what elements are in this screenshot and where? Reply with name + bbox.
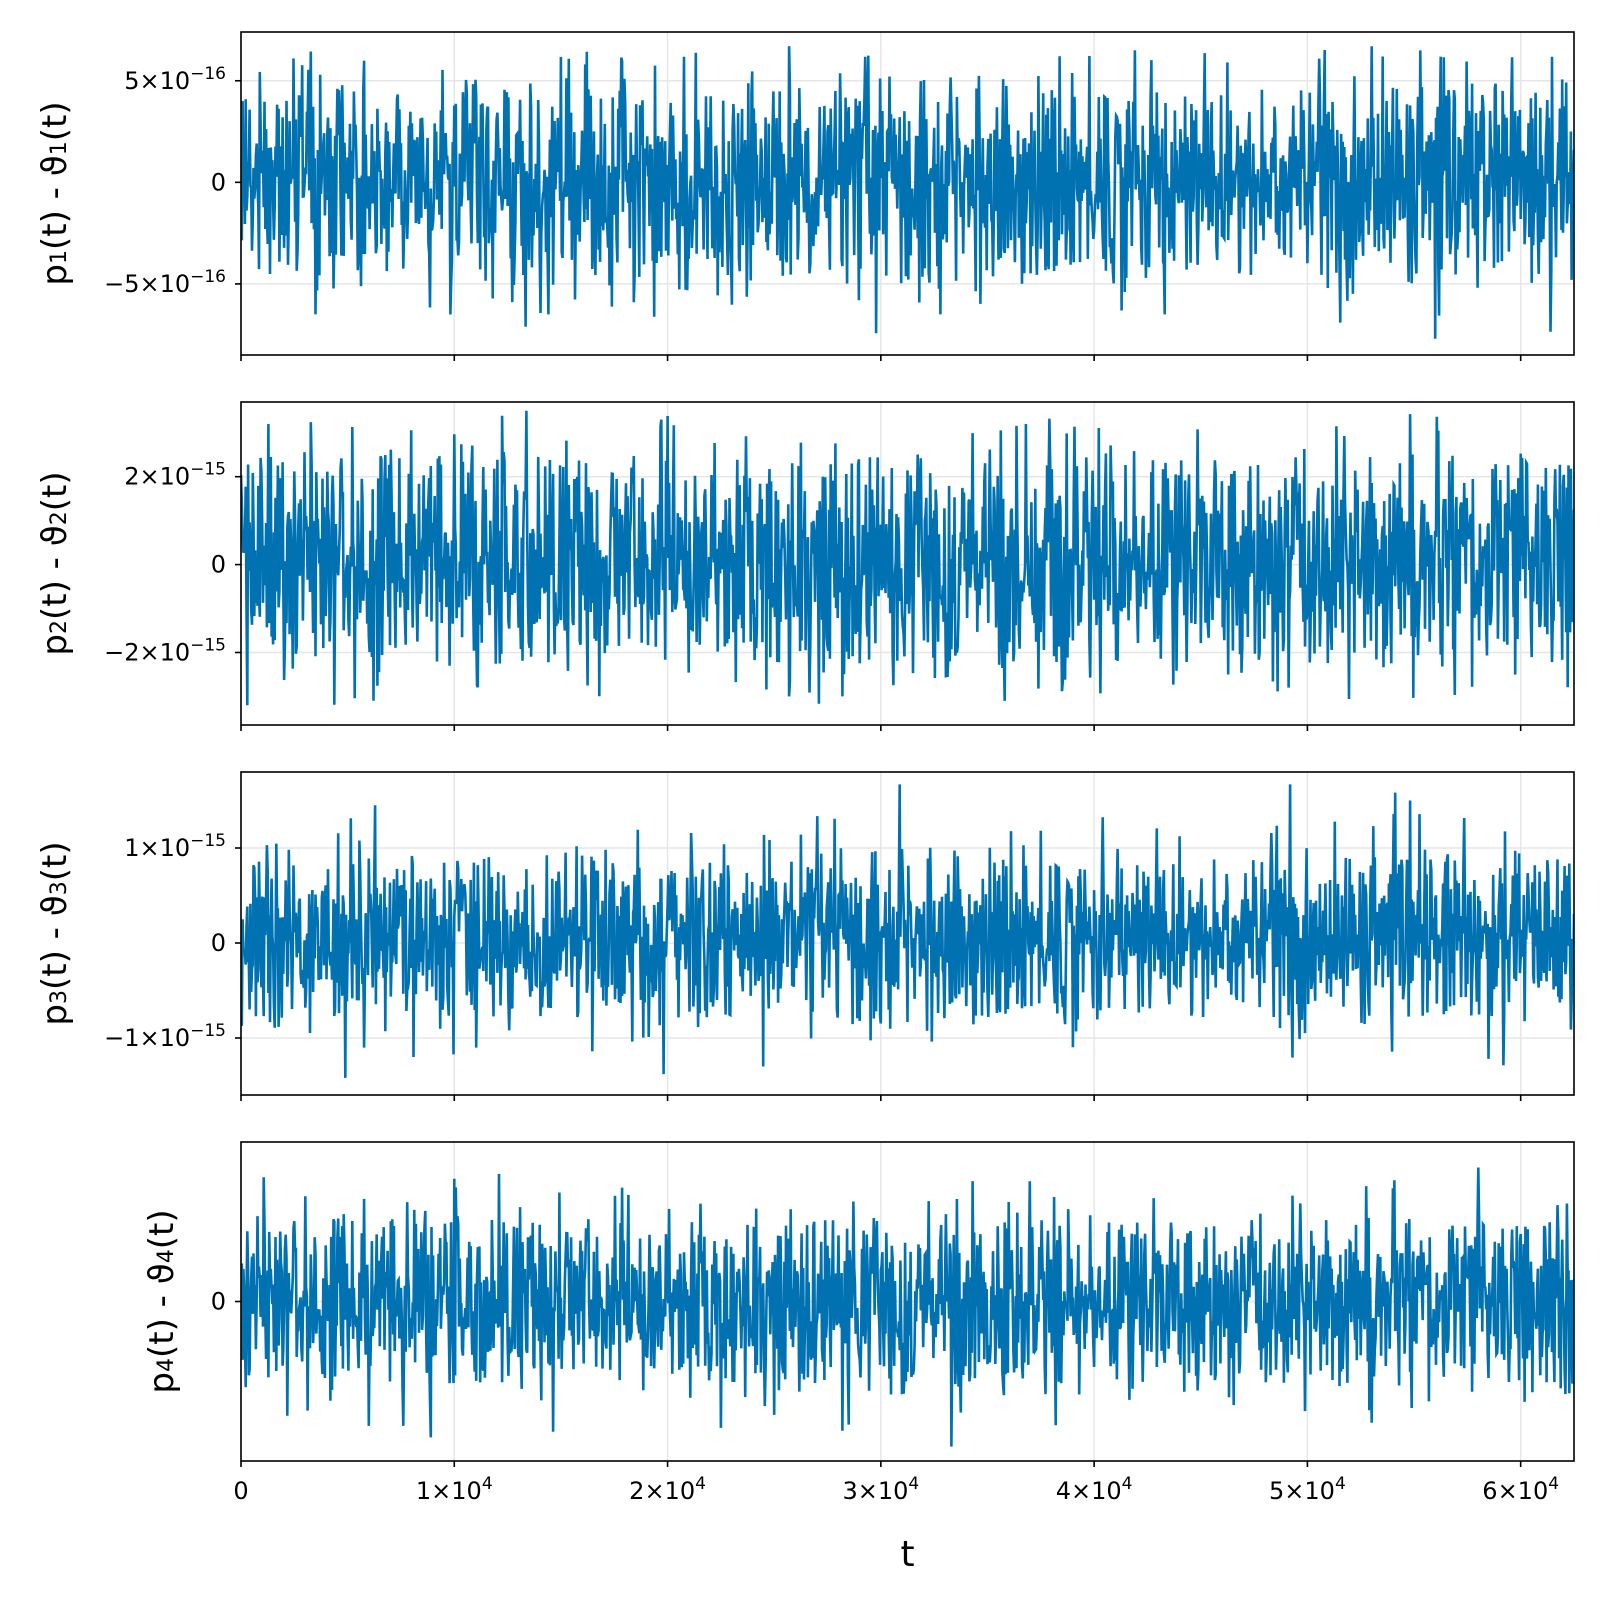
y-tick-label: 1×10−15 xyxy=(124,831,226,862)
y-axis-label: p3(t) - ϑ3(t) xyxy=(35,841,75,1025)
axes-frame xyxy=(240,401,1575,726)
x-tick-label: 0 xyxy=(233,1477,248,1505)
y-tick-mantissa: −1×10 xyxy=(104,1024,190,1052)
ylabel-part: (t) - ϑ xyxy=(35,525,75,620)
y-tick-exponent: −16 xyxy=(190,267,226,287)
x-axis-label: t xyxy=(900,1534,914,1575)
ylabel-part: (t) xyxy=(142,1209,182,1249)
x-tick-mantissa: 5×10 xyxy=(1269,1477,1335,1505)
x-tick-mantissa: 3×10 xyxy=(842,1477,908,1505)
y-tick-mantissa: 1×10 xyxy=(124,834,190,862)
ylabel-part: p xyxy=(35,634,75,656)
x-tick-mantissa: 2×10 xyxy=(629,1477,695,1505)
y-tick-exponent: −15 xyxy=(190,831,226,851)
y-axis-label: p4(t) - ϑ4(t) xyxy=(142,1209,182,1393)
y-tick-label: −2×10−15 xyxy=(104,635,226,666)
x-tick-exponent: 4 xyxy=(1548,1474,1559,1494)
ylabel-subscript: 2 xyxy=(47,620,72,634)
x-tick-exponent: 4 xyxy=(1335,1474,1346,1494)
y-tick-label: 0 xyxy=(211,551,226,579)
x-tick-exponent: 4 xyxy=(695,1474,706,1494)
y-tick-mantissa: −2×10 xyxy=(104,638,190,666)
x-tick-label: 1×104 xyxy=(416,1474,493,1505)
ylabel-part: p xyxy=(142,1372,182,1394)
y-tick-label: 0 xyxy=(211,168,226,196)
ylabel-part: p xyxy=(35,1004,75,1026)
ylabel-part: (t) - ϑ xyxy=(142,1263,182,1358)
x-tick-label: 5×104 xyxy=(1269,1474,1346,1505)
ylabel-subscript: 3 xyxy=(47,990,72,1004)
y-tick-label: −1×10−15 xyxy=(104,1021,226,1052)
ylabel-subscript: 4 xyxy=(154,1358,179,1372)
series-line xyxy=(241,46,1574,339)
ylabel-subscript: 1 xyxy=(47,141,72,155)
ylabel-subscript: 2 xyxy=(47,511,72,525)
y-axis-label: p1(t) - ϑ1(t) xyxy=(35,101,75,285)
ylabel-part: (t) xyxy=(35,841,75,881)
y-tick-mantissa: −5×10 xyxy=(104,270,190,298)
y-tick-exponent: −15 xyxy=(190,460,226,480)
ylabel-part: (t) xyxy=(35,101,75,141)
ylabel-part: (t) xyxy=(35,471,75,511)
x-tick-exponent: 4 xyxy=(482,1474,493,1494)
x-tick-label: 2×104 xyxy=(629,1474,706,1505)
x-tick-mantissa: 4×10 xyxy=(1056,1477,1122,1505)
y-tick-label: 0 xyxy=(211,929,226,957)
y-tick-exponent: −15 xyxy=(190,635,226,655)
axes-frame xyxy=(240,31,1575,356)
x-tick-label: 6×104 xyxy=(1482,1474,1559,1505)
y-tick-mantissa: 5×10 xyxy=(124,67,190,95)
x-tick-mantissa: 6×10 xyxy=(1482,1477,1548,1505)
series-line xyxy=(241,1167,1574,1447)
y-axis-label: p2(t) - ϑ2(t) xyxy=(35,471,75,655)
y-tick-exponent: −16 xyxy=(190,64,226,84)
y-tick-exponent: −15 xyxy=(190,1021,226,1041)
y-tick-label: 5×10−16 xyxy=(124,64,226,95)
x-tick-label: 4×104 xyxy=(1056,1474,1133,1505)
x-tick-mantissa: 0 xyxy=(233,1477,248,1505)
x-tick-exponent: 4 xyxy=(1122,1474,1133,1494)
axes-frame xyxy=(240,771,1575,1096)
y-tick-label: 0 xyxy=(211,1288,226,1316)
y-tick-label: 2×10−15 xyxy=(124,460,226,491)
ylabel-subscript: 3 xyxy=(47,881,72,895)
ylabel-subscript: 1 xyxy=(47,250,72,264)
panel-4: 0p4(t) - ϑ4(t)0 1×104 2×104 3×104 4×104 5×104… xyxy=(142,1141,1575,1575)
y-tick-mantissa: 2×10 xyxy=(124,463,190,491)
ylabel-part: (t) - ϑ xyxy=(35,895,75,990)
y-tick-label: −5×10−16 xyxy=(104,267,226,298)
ylabel-part: p xyxy=(35,264,75,286)
series-line xyxy=(241,784,1574,1078)
x-tick-mantissa: 1×10 xyxy=(416,1477,482,1505)
x-tick-label: 3×104 xyxy=(842,1474,919,1505)
ylabel-subscript: 4 xyxy=(154,1249,179,1263)
x-tick-exponent: 4 xyxy=(908,1474,919,1494)
ylabel-part: (t) - ϑ xyxy=(35,155,75,250)
series-line xyxy=(241,410,1574,706)
